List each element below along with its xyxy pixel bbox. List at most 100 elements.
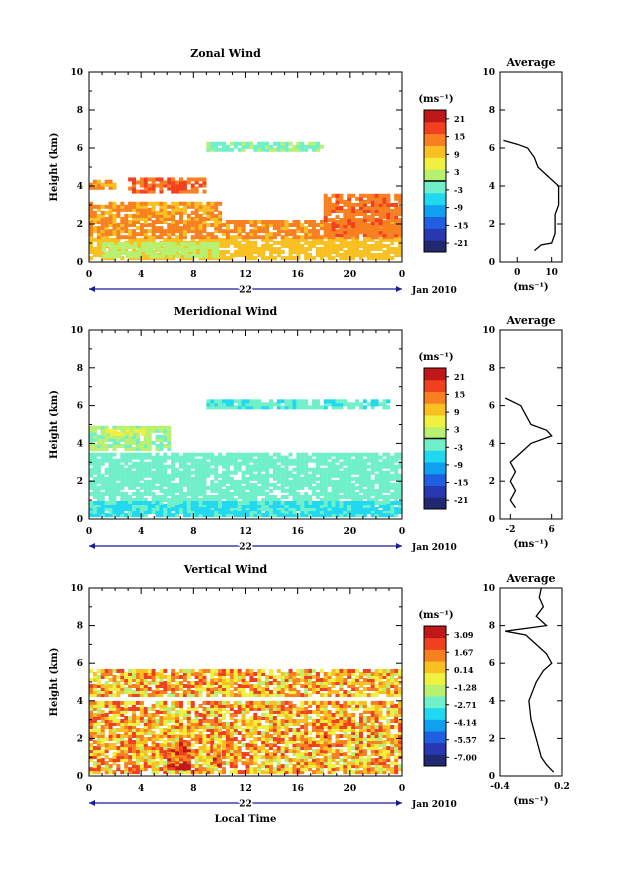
heatmap-cell [96, 226, 101, 231]
heatmap-cell [171, 761, 176, 766]
heatmap-cell [288, 488, 293, 493]
heatmap-cell [214, 399, 219, 404]
heatmap-cell [147, 731, 152, 736]
heatmap-cell [382, 215, 387, 220]
heatmap-cell [245, 479, 250, 484]
heatmap-cell [125, 428, 130, 433]
colorbar-swatch [424, 415, 446, 428]
heatmap-cell [124, 440, 129, 445]
heatmap-cell [135, 715, 140, 720]
heatmap-cell [261, 488, 266, 493]
heatmap-cell [202, 504, 207, 509]
heatmap-cell [116, 510, 121, 515]
heatmap-cell [151, 177, 156, 182]
colorbar-tick-label: 15 [454, 389, 465, 399]
heatmap-cell [163, 728, 168, 733]
heatmap-cell [132, 452, 137, 457]
heatmap-cell [370, 513, 375, 518]
heatmap-cell [171, 226, 176, 231]
heatmap-cell [96, 728, 101, 733]
heatmap-cell [394, 488, 399, 493]
heatmap-cell [108, 709, 113, 714]
heatmap-cell [198, 513, 203, 518]
heatmap-cell [335, 402, 340, 407]
heatmap-cell [147, 721, 152, 726]
heatmap-cell [194, 767, 199, 772]
heatmap-cell [186, 510, 191, 515]
heatmap-cell [272, 737, 277, 742]
heatmap-cell [253, 482, 258, 487]
heatmap-cell [210, 207, 215, 212]
heatmap-cell [116, 758, 121, 763]
heatmap-cell [218, 731, 223, 736]
heatmap-cell [319, 240, 324, 245]
heatmap-cell [347, 452, 352, 457]
heatmap-cell [315, 513, 320, 518]
heatmap-cell [225, 229, 230, 234]
heatmap-cell [194, 504, 199, 509]
heatmap-cell [229, 399, 234, 404]
heatmap-cell [186, 467, 191, 472]
heatmap-cell [155, 434, 160, 439]
heatmap-cell [386, 212, 391, 217]
heatmap-cell [190, 186, 195, 191]
heatmap-cell [257, 226, 262, 231]
heatmap-cell [284, 755, 289, 760]
heatmap-cell [284, 482, 289, 487]
heatmap-cell [339, 246, 344, 251]
heatmap-cell [268, 497, 273, 502]
colorbar-swatch [424, 121, 446, 135]
heatmap-cell [386, 230, 391, 235]
heatmap-cell [206, 235, 211, 240]
heatmap-cell [327, 715, 332, 720]
heatmap-cell [300, 737, 305, 742]
heatmap-cell [319, 405, 324, 410]
heatmap-cell [265, 147, 270, 152]
heatmap-cell [178, 226, 183, 231]
heatmap-cell [178, 706, 183, 711]
heatmap-cell [184, 254, 189, 259]
heatmap-cell [339, 510, 344, 515]
heatmap-cell [222, 144, 227, 149]
heatmap-cell [163, 703, 168, 708]
heatmap-cell [198, 183, 203, 188]
heatmap-cell [382, 205, 387, 210]
heatmap-cell [300, 507, 305, 512]
heatmap-cell [171, 455, 176, 460]
heatmap-cell [167, 210, 172, 215]
heatmap-cell [292, 405, 297, 410]
heatmap-cell [132, 770, 137, 775]
heatmap-cell [276, 758, 281, 763]
heatmap-cell [304, 402, 309, 407]
heatmap-cell [135, 501, 140, 506]
heatmap-cell [132, 216, 137, 221]
heatmap-cell [265, 497, 270, 502]
heatmap-cell [335, 464, 340, 469]
heatmap-cell [284, 725, 289, 729]
heatmap-cell [394, 230, 399, 235]
heatmap-cell [386, 494, 391, 499]
heatmap-cell [210, 399, 215, 404]
heatmap-cell [398, 205, 402, 210]
heatmap-cell [132, 706, 137, 711]
heatmap-cell [135, 497, 140, 502]
heatmap-cell [268, 734, 273, 739]
heatmap-cell [351, 193, 356, 198]
heatmap-cell [151, 706, 156, 711]
heatmap-cell [214, 147, 219, 152]
heatmap-cell [222, 715, 227, 720]
heatmap-cell [139, 180, 144, 185]
heatmap-cell [268, 243, 273, 248]
heatmap-cell [245, 237, 250, 242]
heatmap-cell [358, 476, 363, 481]
heatmap-cell [335, 205, 340, 210]
heatmap-cell [241, 752, 246, 757]
heatmap-cell [171, 207, 176, 212]
profile-y-tick-label: 10 [482, 326, 495, 336]
heatmap-cell [296, 452, 301, 457]
heatmap-cell [319, 253, 324, 258]
heatmap-cell [366, 476, 371, 481]
heatmap-cell [172, 242, 177, 247]
heatmap-cell [265, 718, 270, 723]
heatmap-cell [135, 479, 140, 484]
